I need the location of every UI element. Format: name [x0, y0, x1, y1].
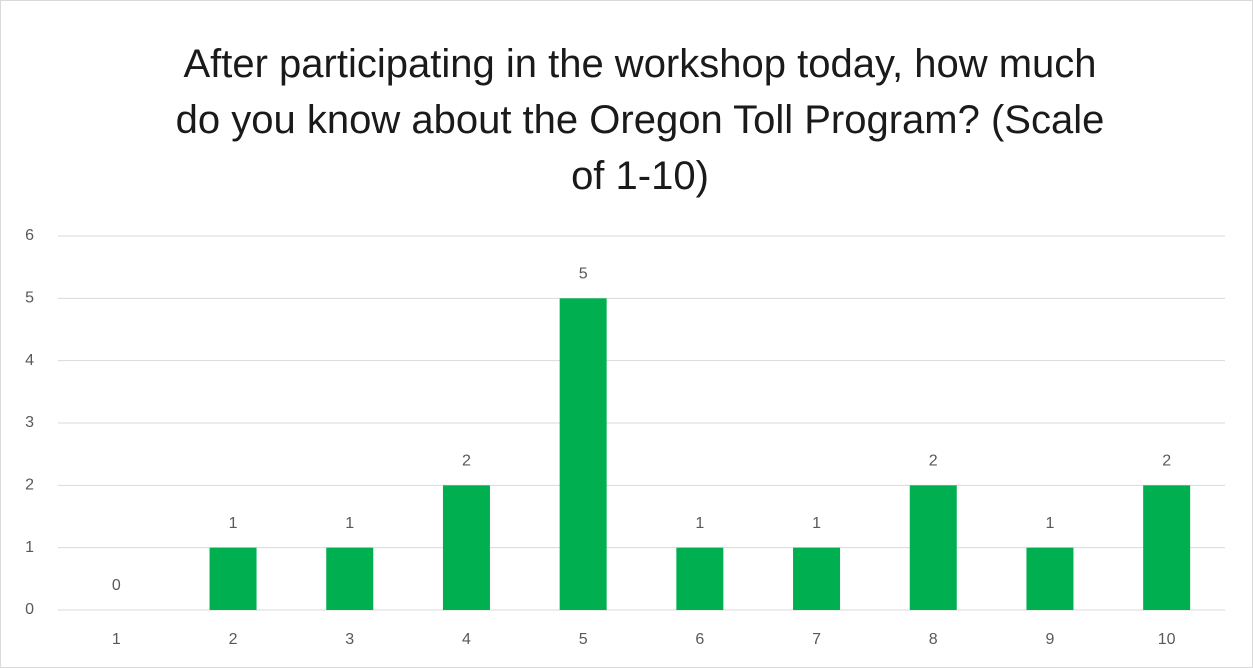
- data-label: 2: [1162, 453, 1171, 470]
- data-label: 1: [812, 515, 821, 532]
- data-label: 0: [112, 577, 121, 594]
- x-tick-label: 5: [579, 631, 588, 648]
- x-tick-label: 7: [812, 631, 821, 648]
- data-label: 1: [1045, 515, 1054, 532]
- bar: [1143, 485, 1191, 610]
- y-tick-label: 0: [25, 601, 34, 618]
- bar: [1026, 547, 1074, 610]
- y-tick-label: 2: [25, 477, 34, 494]
- y-tick-label: 6: [25, 227, 34, 244]
- data-label: 1: [345, 515, 354, 532]
- data-label: 2: [929, 453, 938, 470]
- x-tick-label: 4: [462, 631, 471, 648]
- x-tick-label: 2: [229, 631, 238, 648]
- x-tick-label: 3: [345, 631, 354, 648]
- data-label: 5: [579, 266, 588, 283]
- bar: [676, 547, 724, 610]
- data-label: 1: [695, 515, 704, 532]
- data-label: 2: [462, 453, 471, 470]
- bar: [209, 547, 257, 610]
- bar: [442, 485, 490, 610]
- x-tick-label: 10: [1158, 631, 1176, 648]
- bar: [559, 298, 607, 610]
- bar: [326, 547, 374, 610]
- bar: [909, 485, 957, 610]
- y-tick-label: 4: [25, 352, 34, 369]
- y-tick-label: 5: [25, 290, 34, 307]
- data-label: 1: [229, 515, 238, 532]
- y-tick-label: 3: [25, 414, 34, 431]
- bar: [793, 547, 841, 610]
- y-tick-label: 1: [25, 539, 34, 556]
- x-tick-label: 9: [1045, 631, 1054, 648]
- x-tick-label: 1: [112, 631, 121, 648]
- x-tick-label: 8: [929, 631, 938, 648]
- x-tick-label: 6: [695, 631, 704, 648]
- chart-title: After participating in the workshop toda…: [175, 42, 1105, 198]
